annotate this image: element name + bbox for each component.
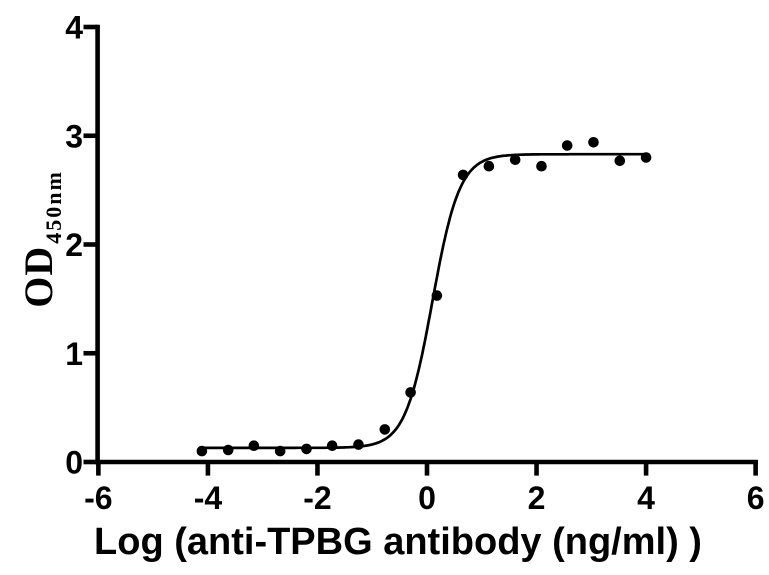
x-tick-label: 2 — [528, 480, 546, 516]
data-point — [248, 440, 260, 452]
fit-curve — [201, 152, 647, 450]
y-tick-label: 4 — [65, 10, 83, 46]
x-tick-label: 4 — [637, 480, 655, 516]
y-tick-label: 3 — [65, 118, 83, 154]
y-axis-title-text: OD — [16, 245, 61, 308]
y-axis-title: OD450nm — [15, 170, 67, 308]
data-point — [301, 443, 312, 455]
data-point — [431, 290, 443, 301]
x-tick-label: -2 — [303, 480, 331, 516]
x-tick-label: -6 — [84, 480, 112, 516]
data-point — [640, 152, 652, 163]
data-point — [536, 160, 547, 172]
x-tick-label: 6 — [747, 480, 765, 516]
data-point — [509, 154, 521, 165]
data-point — [483, 160, 495, 172]
data-point — [222, 444, 234, 456]
data-point — [379, 424, 391, 435]
data-point — [614, 155, 626, 167]
data-point — [457, 169, 469, 181]
data-point — [561, 140, 573, 151]
x-tick-label: 0 — [418, 480, 436, 516]
x-axis-title: Log (anti-TPBG antibody (ng/ml) ) — [94, 521, 702, 563]
data-point — [274, 445, 286, 457]
y-tick-label: 2 — [65, 227, 83, 263]
data-point — [326, 440, 338, 452]
data-point — [588, 137, 599, 148]
data-point — [405, 387, 416, 398]
data-point — [353, 439, 364, 450]
y-tick-label: 0 — [65, 445, 83, 481]
data-point — [196, 445, 208, 457]
y-tick-label: 1 — [65, 336, 83, 372]
x-tick-label: -4 — [194, 480, 223, 516]
y-axis-title-subscript: 450nm — [41, 170, 66, 244]
